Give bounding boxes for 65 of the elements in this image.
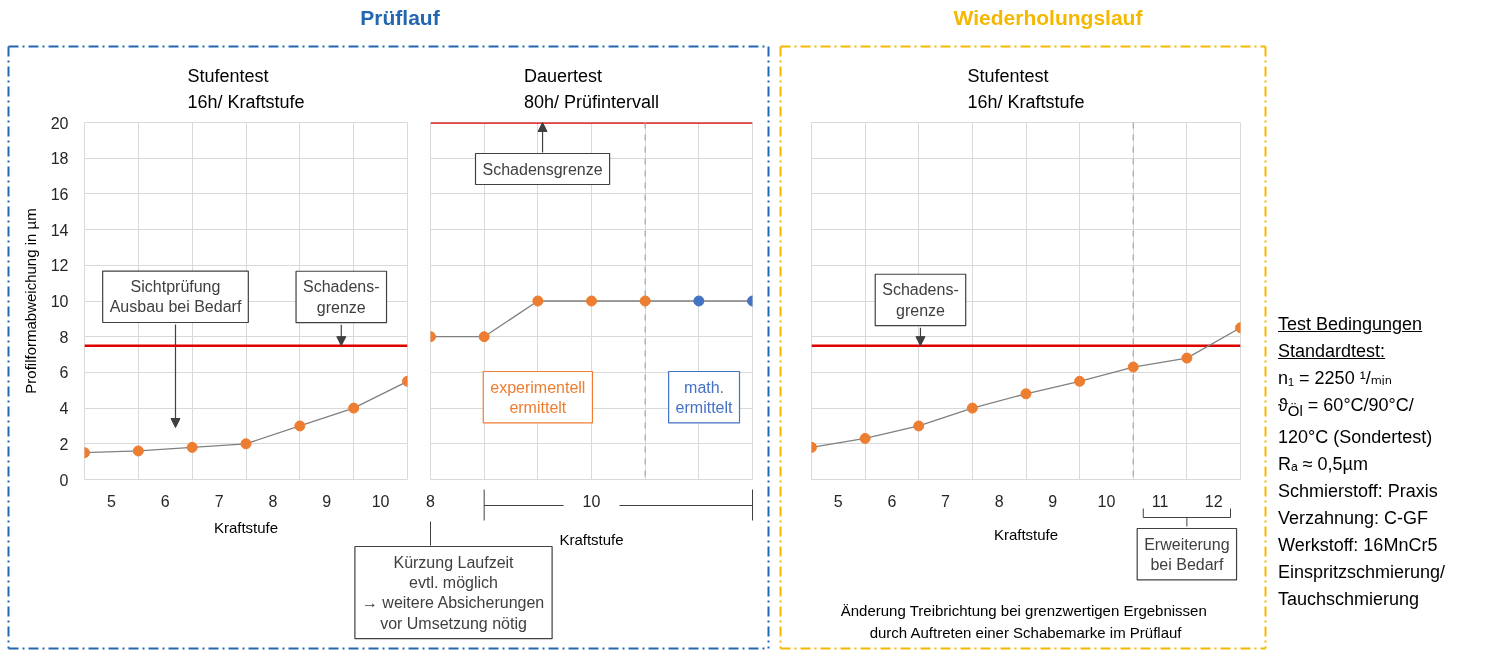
y-axis-title: Profilformabweichung in µm [21,208,39,394]
text: Test Bedingungen Standardtest: [1278,313,1424,363]
x-tick-label: 12 [1204,492,1223,510]
x-tick-label: 5 [106,492,116,510]
text: Änderung Treibrichtung bei grenzwertigen Ergebnissen durch Auftreten einer Schabemarke im Prüflauf [840,601,1207,641]
chart-title: Dauertest 80h/ Prüfintervall [523,65,660,112]
y-tick-label: 18 [50,150,69,168]
x-axis-title: Kraftstufe [213,518,279,536]
text: Rₐ ≈ 0,5µm [1278,452,1369,476]
ref-line-label: Schadensgrenze [482,160,603,178]
x-tick-label: 9 [1048,492,1058,510]
y-tick-label: 20 [50,114,69,132]
x-axis-title: Kraftstufe [993,525,1059,543]
y-tick-label: 6 [59,364,69,382]
y-tick-label: 16 [50,185,69,203]
point [1127,361,1139,373]
point [132,445,144,457]
ref-line-label: Schadens- grenze [303,278,380,316]
x-tick-label: 9 [322,492,332,510]
point [186,441,198,453]
text: Schmierstoff: Praxis [1278,479,1439,503]
text: Wiederholungslauf [952,5,1144,31]
point [1020,388,1032,400]
x-tick-label: 7 [941,492,951,510]
point [1074,375,1086,387]
y-tick-label: 4 [59,400,69,418]
x-tick-label: 7 [214,492,224,510]
text: Erweiterung bei Bedarf [1144,535,1230,573]
x-axis-title: Kraftstufe [559,530,624,548]
x-tick-label: 6 [887,492,897,510]
x-tick-label: 10 [371,492,390,510]
x-tick-label: 6 [160,492,170,510]
y-tick-label: 14 [50,221,69,239]
ref-line-label: Schadens- grenze [882,281,959,319]
annotation: Sichtprüfung Ausbau bei Bedarf [109,278,242,316]
x-tick-label: 8 [268,492,278,510]
text: Einspritzschmierung/ Tauchschmierung [1278,560,1446,611]
x-tick-label: 10 [582,492,601,510]
x-tick-label: 8 [426,492,436,510]
text: Werkstoff: 16MnCr5 [1278,533,1439,557]
point [294,420,306,432]
y-tick-label: 12 [50,257,69,275]
y-tick-label: 0 [59,471,69,489]
point [348,402,360,414]
text: Kürzung Laufzeit evtl. möglich → weitere Absicherungen vor Umsetzung nötig [361,553,545,632]
point [240,438,252,450]
x-tick-label: 8 [994,492,1004,510]
chart-title: Stufentest 16h/ Kraftstufe [967,65,1085,112]
x-tick-label: 5 [833,492,843,510]
text: ϑ$_{Öl}$ = 60°C/90°C/ 120°C (Sondertest) [1278,394,1434,449]
text: Verzahnung: C-GF [1278,506,1430,530]
x-tick-label: 10 [1097,492,1116,510]
y-tick-label: 10 [50,293,69,310]
chart-title: Stufentest 16h/ Kraftstufe [187,65,305,112]
x-tick-label: 11 [1151,492,1169,510]
text: math. ermittelt [675,378,734,416]
point [966,402,978,414]
y-tick-label: 2 [59,435,69,453]
point [913,420,925,432]
text: Prüflauf [359,5,441,31]
text: experimentell ermittelt [490,378,586,416]
y-tick-label: 8 [59,328,69,346]
point [859,432,871,444]
text: n₁ = 2250 ¹/ₘᵢₙ [1278,367,1393,390]
point [1181,352,1193,364]
